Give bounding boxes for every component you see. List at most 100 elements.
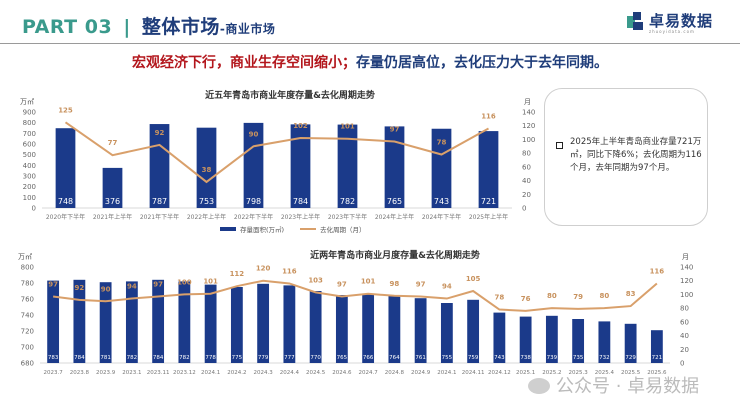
bar-value-label: 781 — [100, 355, 111, 361]
line-value-label: 97 — [48, 280, 58, 288]
chart-title: 近五年青岛市商业年度存量&去化周期走势 — [205, 89, 375, 101]
y-tick-right: 80 — [522, 150, 531, 158]
line-value-label: 94 — [442, 283, 452, 291]
line-value-label: 116 — [650, 267, 665, 275]
y-tick-left: 900 — [23, 109, 36, 117]
bar-stock — [493, 312, 506, 363]
bar-value-label: 729 — [625, 355, 636, 361]
y-tick-right: 40 — [680, 332, 689, 340]
bar-value-label: 777 — [284, 355, 295, 361]
bar-value-label: 759 — [468, 355, 479, 361]
headline-blue: 存量仍居高位，去化压力大于去年同期。 — [356, 55, 608, 71]
headline: 宏观经济下行，商业生存空间缩小；存量仍居高位，去化压力大于去年同期。 — [0, 52, 740, 72]
x-tick-label: 2025.5 — [621, 370, 641, 375]
x-tick-label: 2025.2 — [542, 370, 561, 375]
x-tick-label: 2022年上半年 — [187, 213, 226, 221]
chart-title: 近两年青岛市商业月度存量&去化周期走势 — [310, 249, 480, 261]
x-tick-label: 2024年下半年 — [422, 213, 461, 221]
y-tick-right: 140 — [522, 109, 535, 117]
y-tick-right: 0 — [522, 205, 526, 213]
line-value-label: 92 — [75, 284, 85, 292]
line-value-label: 38 — [202, 166, 212, 174]
summary-note-box: 2025年上半年青岛商业存量721万㎡，同比下降6%；去化周期为116个月，去年… — [544, 88, 708, 226]
x-tick-label: 2024.7 — [359, 370, 379, 375]
x-tick-label: 2024.11 — [462, 370, 485, 375]
y-tick-left: 500 — [23, 151, 36, 159]
bar-value-label: 798 — [246, 197, 261, 206]
y-axis-label-left: 万㎡ — [20, 98, 34, 106]
y-tick-left: 720 — [21, 328, 34, 336]
bar-stock — [290, 124, 311, 208]
x-tick-label: 2021年上半年 — [93, 213, 132, 221]
y-tick-left: 100 — [23, 194, 36, 202]
x-tick-label: 2024.4 — [280, 370, 300, 375]
summary-note-text: 2025年上半年青岛商业存量721万㎡，同比下降6%；去化周期为116个月，去年… — [570, 137, 702, 173]
bar-value-label: 779 — [258, 355, 269, 361]
y-axis-label-right: 月 — [524, 98, 531, 106]
bar-stock — [624, 323, 637, 363]
bar-value-label: 782 — [179, 355, 190, 361]
bar-stock — [414, 298, 427, 363]
bar-stock — [440, 303, 453, 363]
bar-stock — [99, 282, 112, 363]
line-destock-cycle — [64, 121, 489, 184]
bar-value-label: 787 — [152, 197, 167, 206]
part-label: PART 03 — [22, 16, 113, 38]
line-value-label: 103 — [308, 276, 323, 284]
line-value-label: 125 — [58, 106, 73, 114]
bar-value-label: 782 — [127, 355, 138, 361]
headline-red: 宏观经济下行，商业生存空间缩小； — [132, 55, 356, 71]
y-tick-left: 0 — [32, 205, 36, 213]
bar-stock — [196, 127, 217, 208]
legend-label-bar: 存量面积(万㎡) — [240, 225, 284, 234]
bar-value-label: 764 — [389, 355, 400, 361]
bar-value-label: 748 — [58, 197, 73, 206]
title-separator: | — [123, 16, 131, 38]
x-tick-label: 2023.8 — [70, 370, 90, 375]
bar-value-label: 743 — [494, 355, 505, 361]
line-value-label: 76 — [521, 295, 531, 303]
x-tick-label: 2025.1 — [516, 370, 535, 375]
bar-value-label: 739 — [547, 355, 558, 361]
logo-url: zhuoyidata.com — [649, 29, 695, 34]
bar-value-label: 721 — [652, 355, 663, 361]
wechat-icon — [528, 378, 550, 394]
line-value-label: 97 — [416, 280, 426, 288]
bar-value-label: 784 — [293, 197, 308, 206]
square-bullet-icon — [556, 142, 563, 149]
line-value-label: 102 — [293, 122, 308, 130]
y-tick-right: 20 — [522, 191, 531, 199]
y-tick-right: 100 — [680, 291, 693, 299]
x-tick-label: 2023.11 — [147, 370, 170, 375]
x-tick-label: 2024.3 — [254, 370, 274, 375]
y-tick-right: 40 — [522, 177, 531, 185]
bar-value-label: 755 — [442, 355, 453, 361]
bar-stock — [55, 128, 76, 208]
x-tick-label: 2024.5 — [306, 370, 326, 375]
bar-value-label: 765 — [337, 355, 348, 361]
bar-stock — [478, 131, 499, 208]
line-value-label: 97 — [337, 280, 347, 288]
y-tick-left: 680 — [21, 360, 34, 368]
line-value-label: 116 — [481, 112, 496, 120]
bar-value-label: 782 — [340, 197, 355, 206]
bar-stock — [230, 287, 243, 363]
line-value-label: 79 — [573, 293, 583, 301]
line-value-label: 97 — [153, 280, 163, 288]
x-tick-label: 2020年下半年 — [46, 213, 85, 221]
line-destock-cycle — [52, 279, 658, 312]
section-sub-title: -商业市场 — [219, 22, 276, 36]
logo-mark-icon — [627, 12, 643, 30]
bar-stock — [257, 283, 270, 363]
bar-stock — [650, 330, 663, 363]
bar-stock — [384, 126, 405, 208]
y-tick-left: 300 — [23, 173, 36, 181]
line-value-label: 83 — [626, 290, 636, 298]
line-value-label: 90 — [101, 285, 111, 293]
bar-value-label: 743 — [434, 197, 449, 206]
bar-stock — [102, 167, 123, 208]
bar-stock — [47, 280, 60, 363]
legend-swatch-bar — [220, 227, 236, 231]
y-tick-left: 700 — [21, 344, 34, 352]
